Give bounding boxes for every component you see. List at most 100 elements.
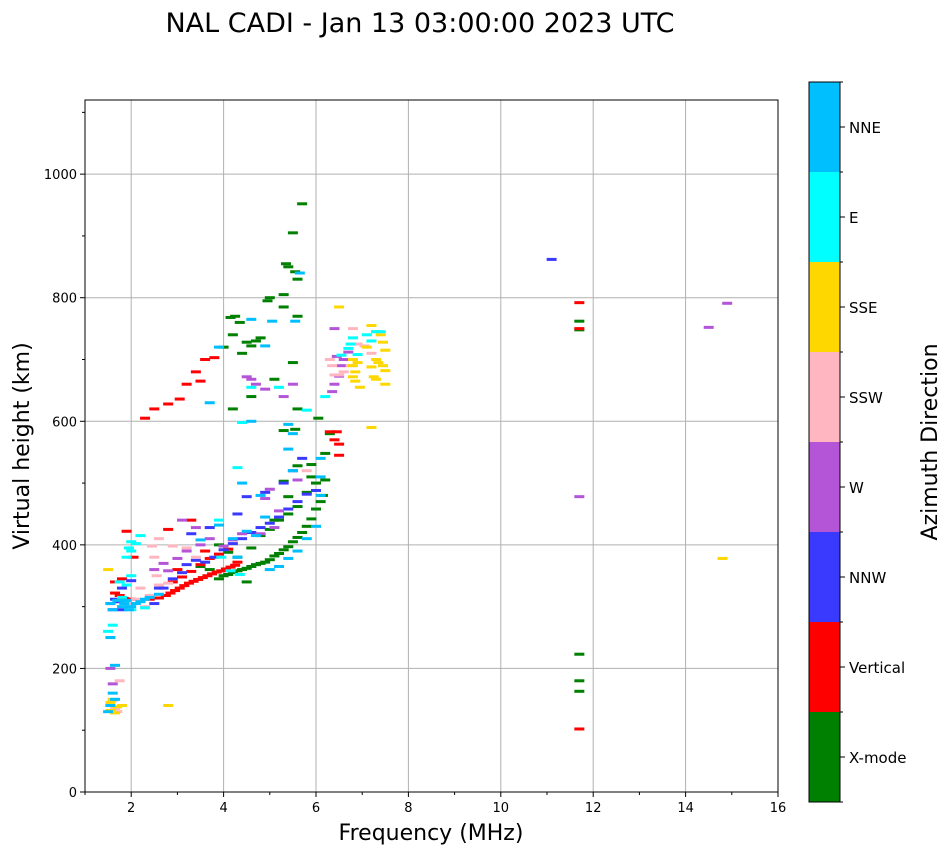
data-point <box>174 586 185 590</box>
chart-title: NAL CADI - Jan 13 03:00:00 2023 UTC <box>165 8 674 39</box>
data-point <box>130 542 141 546</box>
data-point <box>110 663 121 667</box>
data-point <box>227 333 238 337</box>
data-point <box>110 697 121 701</box>
data-point <box>250 534 261 538</box>
data-point <box>181 546 192 550</box>
x-tick-label: 6 <box>312 801 320 816</box>
data-point <box>283 265 294 269</box>
data-point <box>283 545 294 549</box>
data-point <box>297 531 308 534</box>
data-point <box>338 358 349 361</box>
data-point <box>213 345 224 349</box>
data-point <box>324 430 335 434</box>
data-point <box>260 497 271 501</box>
data-point <box>264 487 275 491</box>
data-point <box>179 584 190 588</box>
colorbar-frame <box>808 81 841 803</box>
data-point <box>190 555 201 559</box>
data-point <box>163 581 174 585</box>
data-point <box>181 563 192 567</box>
colorbar-segment <box>809 352 840 442</box>
data-point <box>315 475 326 479</box>
data-point <box>190 526 201 530</box>
data-point <box>574 319 585 323</box>
colorbar-tick-label: NNW <box>849 569 886 587</box>
data-point <box>246 385 257 389</box>
data-point <box>218 544 229 548</box>
data-point <box>574 652 585 656</box>
colorbar-segment <box>809 442 840 532</box>
data-point <box>301 537 312 541</box>
data-point <box>306 517 317 521</box>
data-point <box>354 385 365 389</box>
data-point <box>107 623 118 627</box>
data-point <box>377 340 388 344</box>
x-tick-label: 16 <box>770 801 787 816</box>
data-point <box>283 507 294 511</box>
data-point <box>107 691 118 695</box>
data-point <box>227 537 238 541</box>
data-point <box>246 419 257 423</box>
series-w <box>105 301 733 686</box>
y-axis: 0 200 400 600 800 1000 <box>44 111 85 801</box>
data-point <box>123 608 134 612</box>
data-point <box>301 469 312 473</box>
data-point <box>313 416 324 420</box>
data-point <box>116 595 127 599</box>
data-point <box>255 532 266 536</box>
data-point <box>105 602 116 606</box>
data-point <box>371 377 382 381</box>
colorbar-label: Azimuth Direction <box>918 343 943 540</box>
data-point <box>227 407 238 411</box>
data-point <box>274 564 285 568</box>
data-points <box>103 202 733 731</box>
y-tick-label: 1000 <box>44 168 77 183</box>
data-point <box>287 361 298 365</box>
data-point <box>375 333 386 337</box>
data-point <box>267 319 278 323</box>
data-point <box>343 350 354 354</box>
data-point <box>105 666 116 670</box>
data-point <box>366 351 377 355</box>
data-point <box>225 569 236 573</box>
data-point <box>292 500 303 504</box>
data-point <box>163 402 174 406</box>
data-point <box>283 495 294 499</box>
data-point <box>232 555 243 559</box>
data-point <box>135 534 146 538</box>
data-point <box>177 571 188 575</box>
data-point <box>181 549 192 553</box>
data-point <box>264 521 275 525</box>
data-point <box>190 558 201 562</box>
data-point <box>223 550 234 554</box>
data-point <box>283 512 294 516</box>
data-point <box>172 556 183 560</box>
data-point <box>195 563 206 567</box>
data-point <box>202 574 213 578</box>
data-point <box>324 432 335 436</box>
data-point <box>306 463 317 467</box>
data-point <box>220 567 231 571</box>
data-point <box>246 317 257 321</box>
data-point <box>574 679 585 683</box>
series-sse <box>103 305 728 715</box>
colorbar-tick-label: Vertical <box>849 659 905 677</box>
data-point <box>264 558 275 562</box>
data-point <box>292 478 303 482</box>
data-point <box>183 581 194 585</box>
y-tick-label: 0 <box>69 786 77 801</box>
data-point <box>186 518 197 522</box>
y-tick-label: 600 <box>52 415 77 430</box>
data-point <box>153 592 164 596</box>
data-point <box>290 319 301 323</box>
data-point <box>128 555 139 559</box>
data-point <box>163 527 174 531</box>
data-point <box>283 556 294 560</box>
data-point <box>366 324 377 328</box>
data-point <box>153 586 164 590</box>
data-point <box>274 385 285 389</box>
data-point <box>334 442 345 446</box>
data-point <box>278 293 289 297</box>
data-point <box>287 382 298 386</box>
